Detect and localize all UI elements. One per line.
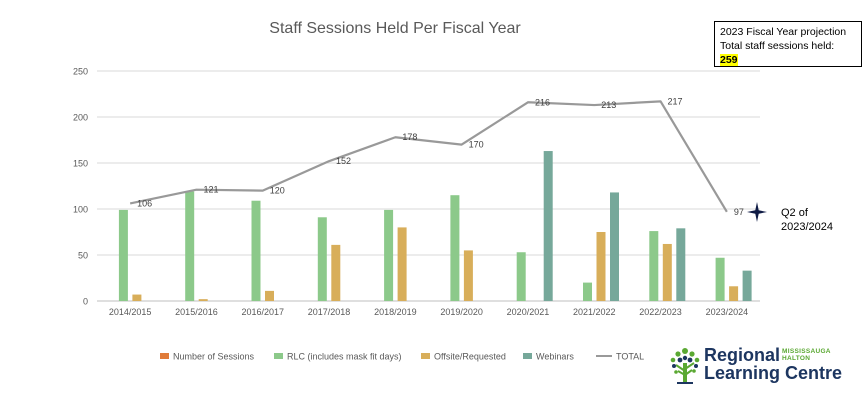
- x-tick-label: 2018/2019: [374, 307, 417, 317]
- bar: [649, 231, 659, 301]
- tree-icon: [670, 348, 700, 384]
- legend-label: Webinars: [536, 352, 574, 362]
- data-label: 97: [734, 207, 744, 217]
- projection-callout: 2023 Fiscal Year projection Total staff …: [714, 21, 862, 67]
- x-tick-label: 2019/2020: [440, 307, 483, 317]
- y-tick-label: 50: [78, 251, 88, 261]
- legend-label: Number of Sessions: [173, 352, 255, 362]
- bar: [317, 217, 327, 301]
- bar: [610, 192, 619, 301]
- legend-swatch: [421, 353, 430, 359]
- x-tick-label: 2020/2021: [507, 307, 550, 317]
- bar: [516, 252, 526, 301]
- x-tick-label: 2015/2016: [175, 307, 218, 317]
- bar: [265, 290, 274, 301]
- x-tick-label: 2017/2018: [308, 307, 351, 317]
- bar: [676, 228, 686, 301]
- series-line-total: [129, 100, 728, 213]
- data-label: 217: [668, 96, 683, 106]
- x-tick-label: 2016/2017: [241, 307, 284, 317]
- logo: Regional MISSISSAUGA HALTON Learning Cen…: [668, 345, 868, 385]
- legend-label: RLC (includes mask fit days): [287, 352, 402, 362]
- legend-swatch: [274, 353, 283, 359]
- legend-label: Offsite/Requested: [434, 352, 506, 362]
- logo-tag-halton: HALTON: [782, 355, 811, 362]
- y-tick-label: 250: [73, 67, 88, 77]
- data-label: 178: [402, 132, 417, 142]
- bar: [397, 227, 407, 301]
- bar: [715, 257, 725, 301]
- bar: [596, 232, 606, 301]
- logo-tag-mississauga: MISSISSAUGA: [782, 348, 831, 355]
- bar: [185, 191, 195, 301]
- legend-swatch: [523, 353, 532, 359]
- y-tick-label: 100: [73, 205, 88, 215]
- four-point-star-icon: [747, 202, 767, 222]
- bar: [198, 299, 208, 301]
- callout-line-2: Total staff sessions held:: [720, 40, 835, 52]
- legend-swatch: [160, 353, 169, 359]
- data-label: 121: [203, 185, 218, 195]
- bar: [331, 244, 341, 301]
- bar: [384, 209, 394, 301]
- chart-title: Staff Sessions Held Per Fiscal Year: [269, 20, 521, 37]
- bar: [132, 294, 142, 301]
- y-tick-label: 150: [73, 159, 88, 169]
- bar: [118, 209, 128, 301]
- data-label: 152: [336, 156, 351, 166]
- q2-annotation-text: Q2 of 2023/2024: [781, 207, 833, 233]
- bar: [742, 270, 752, 301]
- y-tick-label: 0: [83, 297, 88, 307]
- data-label: 120: [270, 186, 285, 196]
- bar: [583, 282, 592, 301]
- bar: [729, 286, 739, 301]
- bar: [543, 151, 553, 301]
- bar: [450, 195, 460, 301]
- logo-word-learning-centre: Learning Centre: [704, 363, 843, 383]
- data-label: 170: [469, 140, 484, 150]
- logo-word-regional: Regional: [704, 345, 781, 365]
- legend-label: TOTAL: [616, 352, 644, 362]
- data-label: 216: [535, 97, 550, 107]
- bar: [463, 250, 473, 301]
- y-tick-label: 200: [73, 113, 88, 123]
- bar: [251, 200, 261, 301]
- x-tick-label: 2014/2015: [109, 307, 152, 317]
- x-tick-label: 2023/2024: [706, 307, 749, 317]
- callout-value: 259: [720, 54, 738, 66]
- data-label: 106: [137, 198, 152, 208]
- data-label: 213: [601, 100, 616, 110]
- bar: [662, 243, 672, 301]
- x-tick-label: 2022/2023: [639, 307, 682, 317]
- callout-line-1: 2023 Fiscal Year projection: [720, 26, 847, 38]
- x-tick-label: 2021/2022: [573, 307, 616, 317]
